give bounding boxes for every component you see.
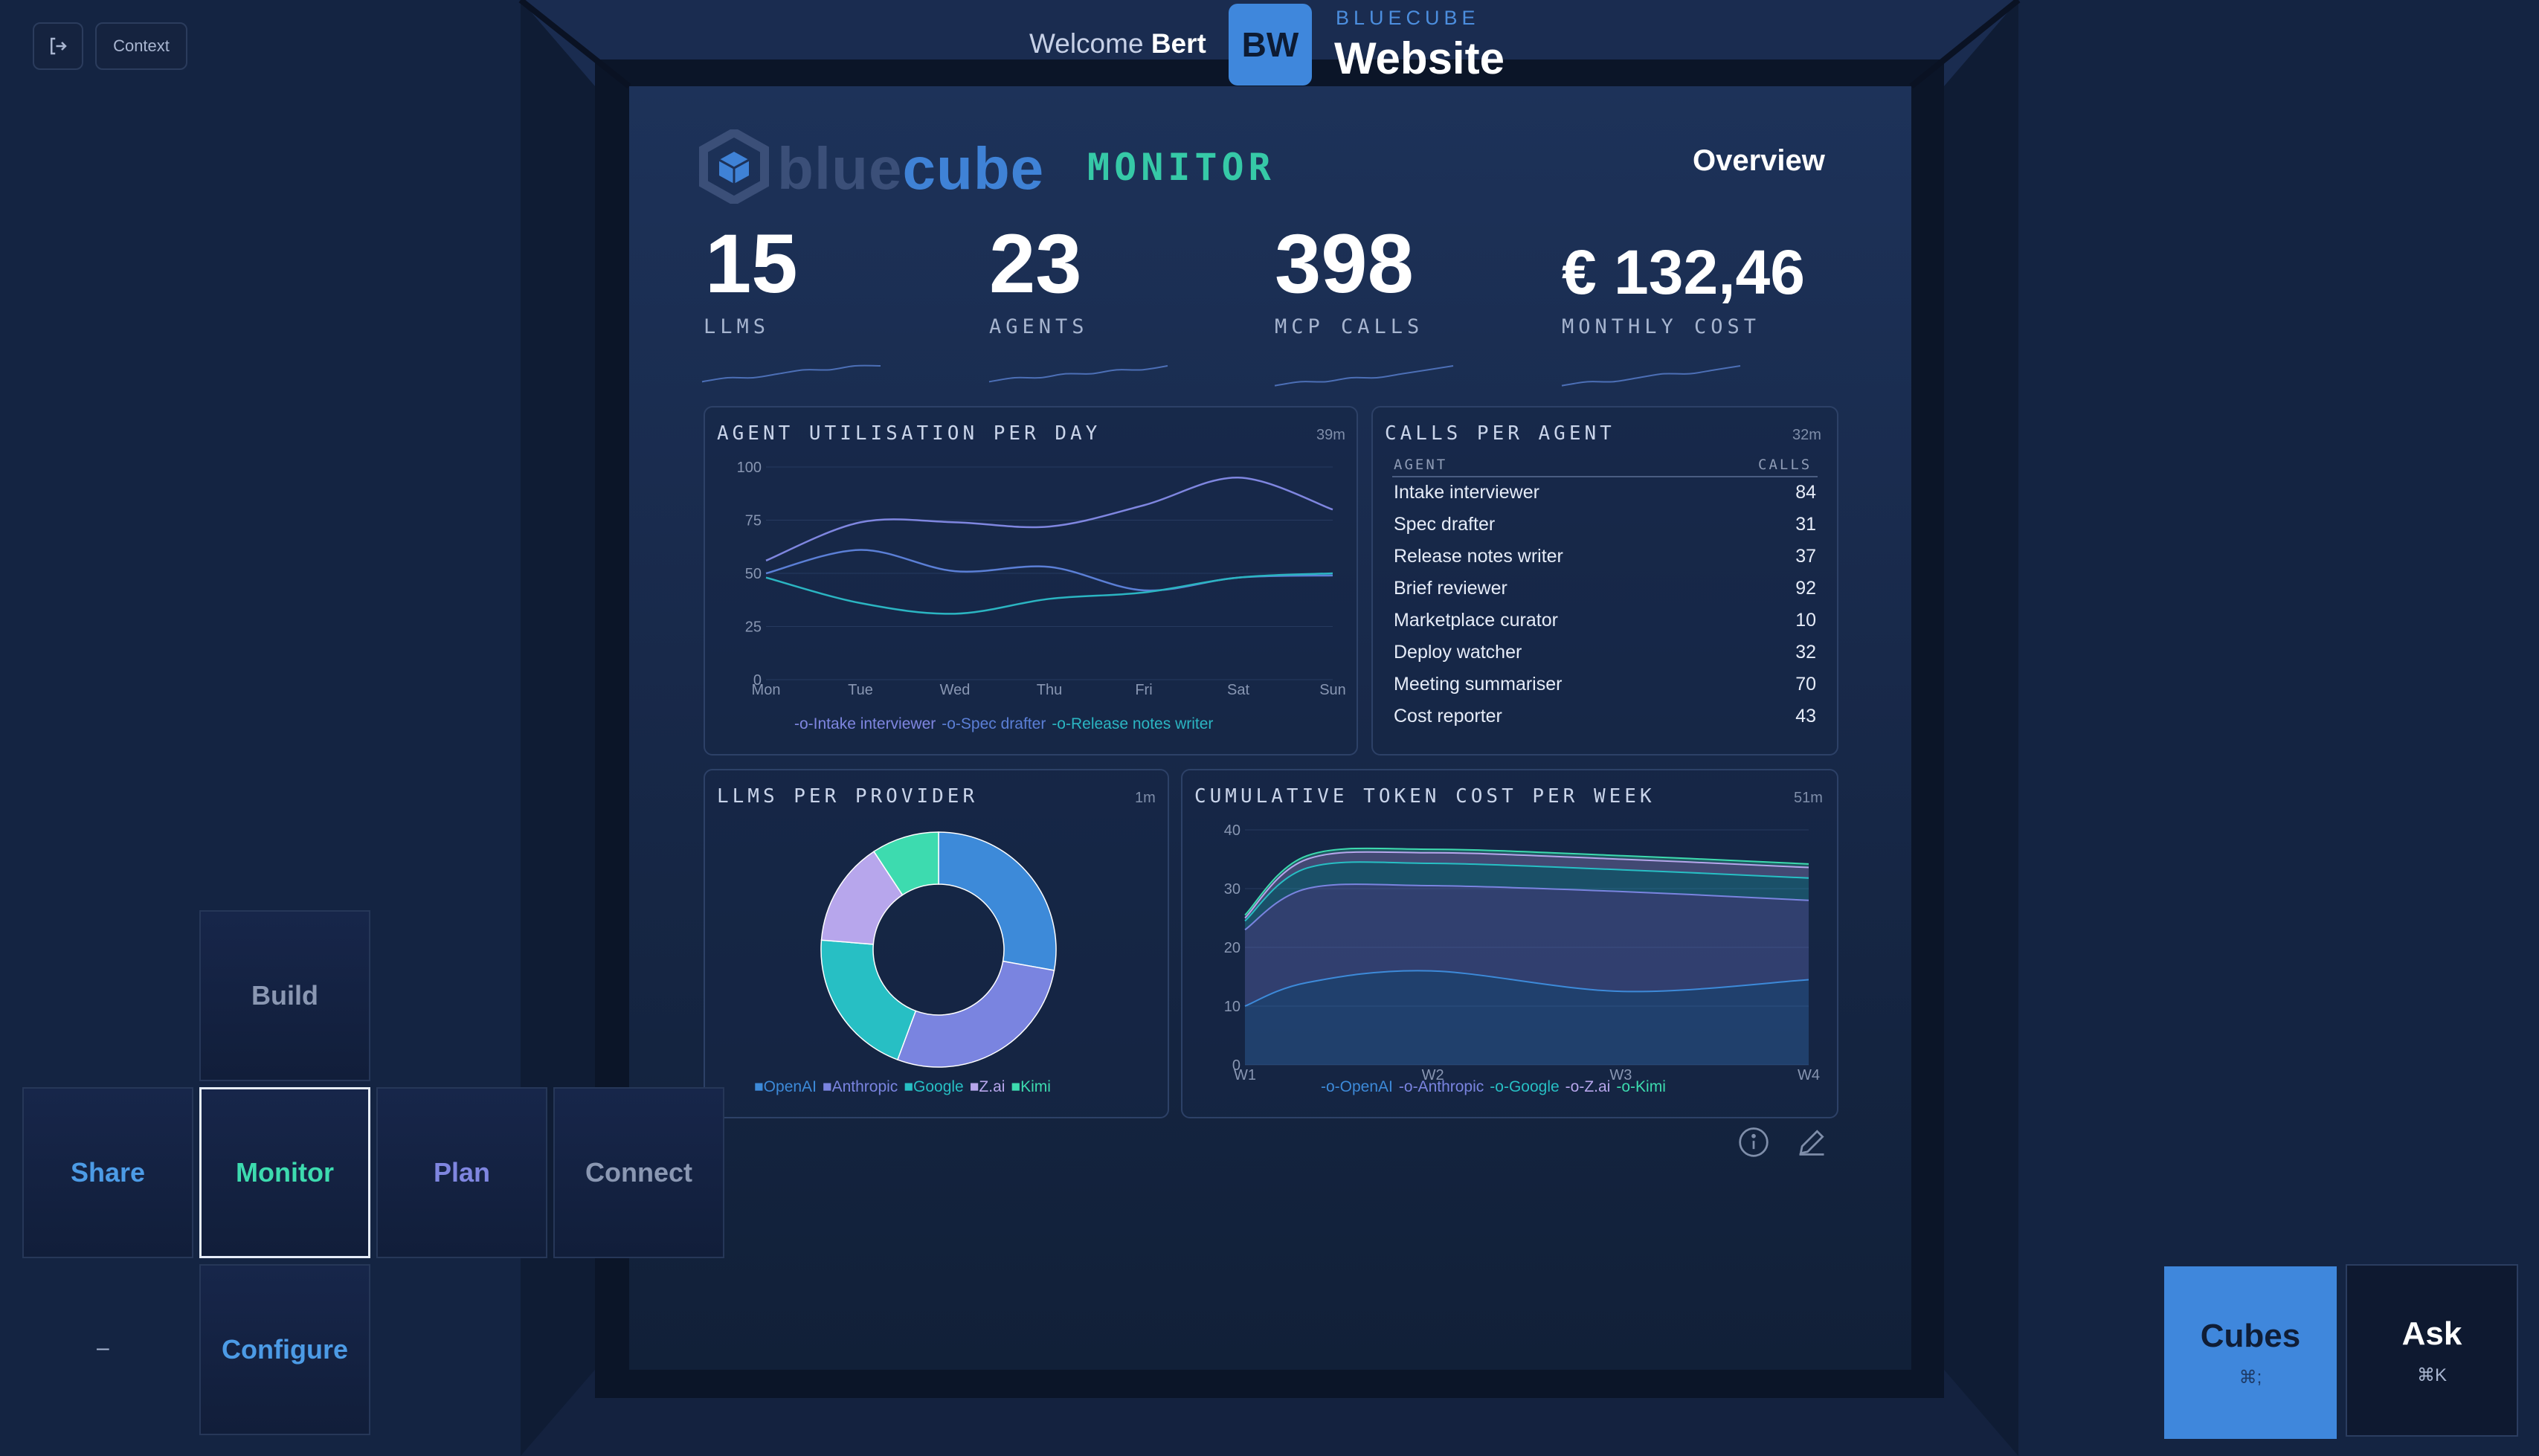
- nav-share[interactable]: Share: [22, 1087, 193, 1258]
- calls-table-divider: [1392, 476, 1818, 477]
- table-cell-calls: 37: [1795, 546, 1816, 567]
- llms-per-provider-title: LLMS PER PROVIDER: [717, 785, 979, 808]
- exit-button[interactable]: [33, 22, 83, 70]
- logo-part-blue: blue: [777, 135, 903, 202]
- legend-item-4: -o-Kimi: [1616, 1078, 1666, 1095]
- llms-per-provider-panel: [704, 769, 1169, 1118]
- cube-logo-icon: [699, 129, 769, 204]
- user-avatar[interactable]: BW: [1229, 4, 1312, 86]
- table-cell-calls: 10: [1795, 610, 1816, 631]
- calls-per-agent-title: CALLS PER AGENT: [1385, 422, 1615, 445]
- table-cell-calls: 92: [1795, 578, 1816, 599]
- logo-part-cube: cube: [902, 135, 1045, 202]
- table-row: Brief reviewer 92: [1394, 578, 1816, 599]
- token-cost-age: 51m: [1794, 790, 1823, 806]
- token-cost-legend: -o-OpenAI -o-Anthropic -o-Google -o-Z.ai -o-…: [1321, 1078, 1672, 1096]
- kpi-mcp-label: MCP CALLS: [1275, 315, 1424, 338]
- table-cell-calls: 31: [1795, 514, 1816, 535]
- page-title: Overview: [1693, 144, 1825, 177]
- table-cell-agent: Intake interviewer: [1394, 482, 1539, 503]
- cubes-shortcut: ⌘;: [2239, 1367, 2262, 1388]
- kpi-agents-value: 23: [989, 217, 1082, 310]
- calls-per-agent-age: 32m: [1792, 427, 1821, 443]
- table-cell-agent: Deploy watcher: [1394, 642, 1522, 663]
- table-cell-calls: 70: [1795, 674, 1816, 695]
- exit-icon: [51, 37, 67, 55]
- table-cell-agent: Cost reporter: [1394, 706, 1502, 727]
- legend-item-1: -o-Anthropic: [1398, 1078, 1484, 1095]
- table-cell-agent: Release notes writer: [1394, 546, 1563, 567]
- agent-utilisation-panel: [704, 406, 1358, 756]
- nav-minus[interactable]: –: [97, 1336, 109, 1360]
- nav-plan[interactable]: Plan: [376, 1087, 547, 1258]
- agent-utilisation-legend: -o-Intake interviewer -o-Spec drafter -o-R…: [794, 715, 1219, 733]
- cubes-button-label: Cubes: [2200, 1317, 2301, 1354]
- logo-monitor-label: MONITOR: [1087, 146, 1275, 189]
- nav-configure[interactable]: Configure: [199, 1264, 370, 1435]
- kpi-llms-label: LLMS: [704, 315, 770, 338]
- welcome-prefix: Welcome: [1029, 28, 1144, 59]
- ask-shortcut: ⌘K: [2416, 1365, 2447, 1385]
- workspace-label: BLUECUBE: [1336, 7, 1480, 29]
- table-cell-calls: 32: [1795, 642, 1816, 663]
- nav-build[interactable]: Build: [199, 910, 370, 1081]
- table-row: Meeting summariser 70: [1394, 674, 1816, 695]
- legend-item-0: ■OpenAI: [754, 1078, 817, 1095]
- agent-utilisation-age: 39m: [1316, 427, 1345, 443]
- cubes-button[interactable]: Cubes ⌘;: [2164, 1266, 2337, 1439]
- workspace-name[interactable]: Website: [1334, 33, 1505, 83]
- token-cost-title: CUMULATIVE TOKEN COST PER WEEK: [1194, 785, 1655, 808]
- kpi-mcp-value: 398: [1275, 217, 1414, 310]
- table-row: Spec drafter 31: [1394, 514, 1816, 535]
- table-cell-agent: Spec drafter: [1394, 514, 1496, 535]
- legend-item-3: ■Z.ai: [969, 1078, 1005, 1095]
- context-button[interactable]: Context: [95, 22, 187, 70]
- ask-button[interactable]: Ask ⌘K: [2346, 1264, 2518, 1437]
- table-row: Cost reporter 43: [1394, 706, 1816, 727]
- legend-item-1: ■Anthropic: [822, 1078, 898, 1095]
- table-cell-agent: Brief reviewer: [1394, 578, 1507, 599]
- legend-item-2: ■Google: [904, 1078, 964, 1095]
- welcome-text: Welcome Bert: [1029, 28, 1206, 59]
- kpi-cost-label: MONTHLY COST: [1562, 315, 1761, 338]
- agent-utilisation-title: AGENT UTILISATION PER DAY: [717, 422, 1101, 445]
- table-row: Deploy watcher 32: [1394, 642, 1816, 663]
- user-name: Bert: [1151, 28, 1206, 59]
- calls-col-calls: CALLS: [1758, 457, 1812, 473]
- calls-col-agent: AGENT: [1394, 457, 1448, 473]
- info-icon[interactable]: [1737, 1126, 1770, 1159]
- ask-button-label: Ask: [2401, 1315, 2462, 1352]
- logo-wordmark: bluecube: [777, 135, 1044, 203]
- table-row: Marketplace curator 10: [1394, 610, 1816, 631]
- legend-item-2: -o-Google: [1490, 1078, 1560, 1095]
- kpi-cost-value: € 132,46: [1562, 237, 1805, 307]
- edit-icon[interactable]: [1795, 1126, 1828, 1159]
- calls-per-agent-panel: [1371, 406, 1838, 756]
- legend-item-0: -o-Intake interviewer: [794, 715, 936, 732]
- kpi-llms-value: 15: [705, 217, 798, 310]
- nav-monitor[interactable]: Monitor: [199, 1087, 370, 1258]
- table-row: Release notes writer 37: [1394, 546, 1816, 567]
- legend-item-0: -o-OpenAI: [1321, 1078, 1393, 1095]
- table-cell-agent: Marketplace curator: [1394, 610, 1558, 631]
- llms-per-provider-legend: ■OpenAI ■Anthropic ■Google ■Z.ai ■Kimi: [754, 1078, 1057, 1096]
- table-cell-agent: Meeting summariser: [1394, 674, 1563, 695]
- token-cost-panel: [1181, 769, 1838, 1118]
- llms-per-provider-age: 1m: [1135, 790, 1156, 806]
- legend-item-1: -o-Spec drafter: [942, 715, 1046, 732]
- table-cell-calls: 84: [1795, 482, 1816, 503]
- kpi-agents-label: AGENTS: [989, 315, 1089, 338]
- legend-item-2: -o-Release notes writer: [1052, 715, 1214, 732]
- nav-connect[interactable]: Connect: [553, 1087, 724, 1258]
- legend-item-3: -o-Z.ai: [1565, 1078, 1611, 1095]
- table-cell-calls: 43: [1795, 706, 1816, 727]
- legend-item-4: ■Kimi: [1011, 1078, 1051, 1095]
- table-row: Intake interviewer 84: [1394, 482, 1816, 503]
